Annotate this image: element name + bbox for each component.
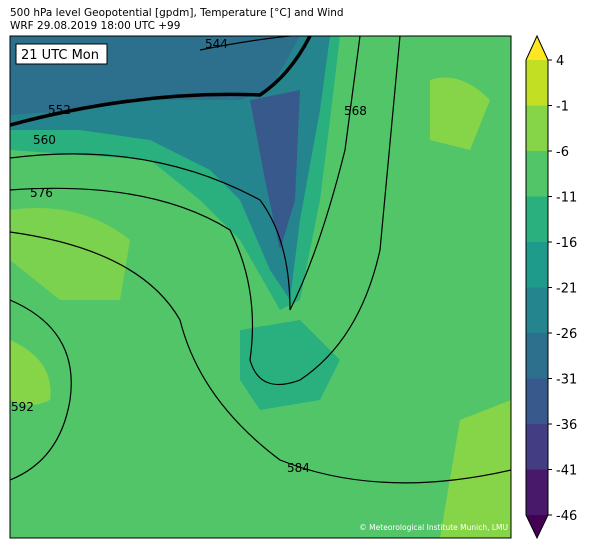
colorbar-tick-label: -31 [556,373,577,388]
contour-label: 584 [287,461,310,475]
colorbar-tick-label: 4 [556,54,564,69]
colorbar-band [526,378,548,424]
colorbar-tick-label: -41 [556,464,577,479]
colorbar-tick-label: -6 [556,145,569,160]
time-label: 21 UTC Mon [21,48,99,63]
subtitle: WRF 29.08.2019 18:00 UTC +99 [10,20,180,32]
contour-label: 592 [11,400,34,414]
contour-label: 568 [344,104,367,118]
contour-label: 560 [33,133,56,147]
colorbar-tick-label: -11 [556,191,577,206]
title: 500 hPa level Geopotential [gpdm], Tempe… [10,7,344,19]
colorbar-tick-label: -46 [556,509,577,524]
colorbar-band [526,287,548,333]
colorbar-tick-label: -21 [556,282,577,297]
map: 544 552 560 568 576 584 592 21 UTC Mon ©… [9,35,512,539]
contour-label: 552 [48,103,71,117]
credit: © Meteorological Institute Munich, LMU [359,523,508,532]
time-box [15,43,108,65]
colorbar-band [526,242,548,288]
colorbar-band [526,60,548,106]
colorbar-tick-label: -1 [556,100,569,115]
colorbar-band [526,196,548,242]
colorbar-band [526,469,548,515]
colorbar-tick-label: -26 [556,327,577,342]
colorbar: 4 -1 -6 -11 -16 -21 -26 -31 -36 -41 -46 [525,34,577,540]
colorbar-band [526,151,548,197]
contour-label: 576 [30,186,53,200]
colorbar-tick-label: -36 [556,418,577,433]
colorbar-under [526,515,548,538]
contour-label: 544 [205,37,228,51]
map-frame [9,35,512,539]
colorbar-band [526,424,548,470]
colorbar-tick-label: -16 [556,236,577,251]
colorbar-over [526,36,548,60]
colorbar-band [526,105,548,151]
colorbar-band [526,333,548,379]
